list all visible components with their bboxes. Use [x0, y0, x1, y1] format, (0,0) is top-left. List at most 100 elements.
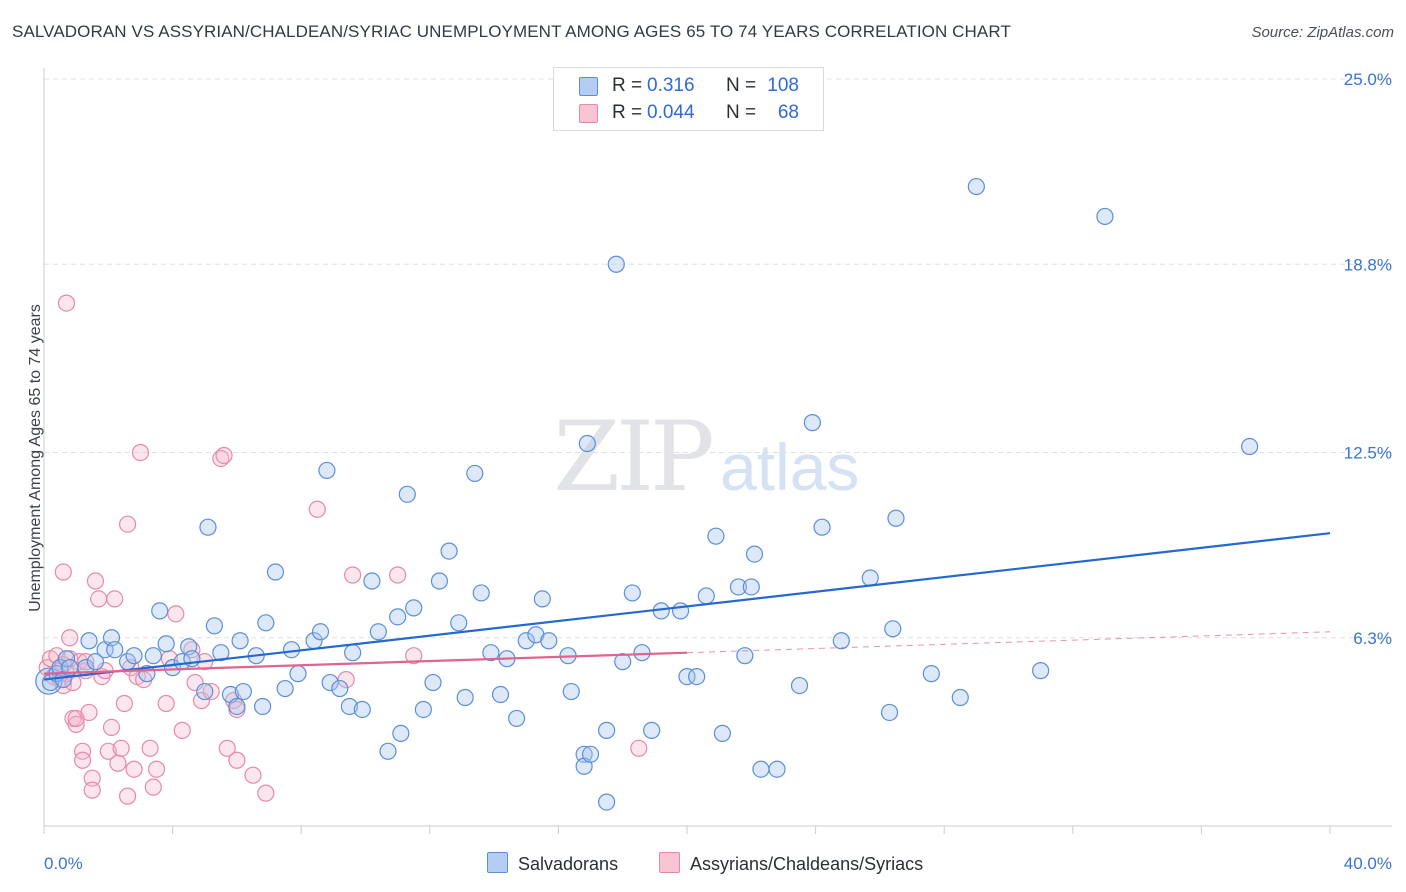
data-point-salvadorans — [581, 745, 600, 763]
legend-item-salvadorans[interactable]: Salvadorans — [487, 852, 618, 876]
legend-label-salvadorans: Salvadorans — [518, 854, 619, 874]
legend-r-value: 0.316 — [647, 75, 695, 96]
data-point-salvadorans — [363, 572, 381, 590]
data-point-salvadorans — [228, 697, 246, 716]
data-point-assyrians — [257, 784, 275, 802]
data-point-assyrians — [212, 449, 230, 468]
trend-line-salvadorans — [43, 532, 1331, 681]
data-point-assyrians — [57, 294, 76, 312]
data-point-assyrians — [125, 760, 143, 778]
series-assyrians-points — [38, 294, 648, 805]
data-point-salvadorans — [276, 679, 294, 698]
legend-swatch-blue — [579, 77, 598, 96]
data-point-salvadorans — [331, 679, 349, 698]
data-point-assyrians — [630, 739, 648, 757]
data-point-salvadorans — [257, 614, 275, 632]
data-point-salvadorans — [803, 414, 821, 432]
data-point-assyrians — [106, 590, 124, 608]
data-point-salvadorans — [205, 617, 223, 635]
data-point-assyrians — [99, 742, 117, 760]
legend-n-value: 68 — [777, 102, 799, 123]
series-legend: Salvadorans Assyrians/Chaldeans/Syriacs — [0, 852, 1406, 876]
data-point-assyrians — [86, 572, 105, 590]
correlation-legend: R = 0.316 N = 108 R = 0.044 N = 68 — [553, 67, 824, 131]
data-point-salvadorans — [157, 635, 175, 653]
data-point-salvadorans — [1096, 207, 1114, 226]
data-point-salvadorans — [199, 518, 217, 536]
data-point-assyrians — [141, 739, 159, 757]
data-point-salvadorans — [318, 461, 336, 480]
data-point-salvadorans — [440, 542, 458, 560]
data-point-salvadorans — [254, 697, 272, 716]
data-point-salvadorans — [752, 760, 770, 778]
data-point-salvadorans — [575, 745, 593, 763]
chart-title: SALVADORAN VS ASSYRIAN/CHALDEAN/SYRIAC U… — [12, 22, 1011, 41]
data-point-salvadorans — [344, 644, 362, 662]
data-point-salvadorans — [768, 760, 786, 778]
data-point-salvadorans — [688, 667, 706, 686]
data-point-salvadorans — [922, 665, 940, 683]
legend-item-assyrians[interactable]: Assyrians/Chaldeans/Syriacs — [659, 852, 923, 876]
data-point-salvadorans — [450, 614, 468, 632]
data-point-salvadorans — [607, 255, 625, 273]
data-point-salvadorans — [951, 688, 969, 707]
data-point-salvadorans — [151, 602, 169, 620]
data-point-assyrians — [183, 641, 201, 659]
data-point-assyrians — [218, 739, 236, 757]
watermark-zip: ZIP — [553, 401, 712, 513]
data-point-salvadorans — [623, 584, 641, 602]
data-point-salvadorans — [578, 434, 596, 453]
y-tick-label: 6.3% — [1353, 629, 1392, 648]
data-point-salvadorans — [508, 709, 526, 728]
data-point-salvadorans — [742, 578, 760, 596]
series-salvadorans-points — [35, 177, 1259, 811]
data-point-salvadorans — [80, 632, 98, 650]
data-point-salvadorans — [1032, 662, 1050, 680]
trend-extension-assyrians — [686, 631, 1331, 654]
data-point-salvadorans — [353, 700, 371, 719]
data-point-salvadorans — [340, 697, 359, 716]
y-tick-label: 12.5% — [1344, 444, 1392, 463]
data-point-salvadorans — [517, 632, 535, 650]
legend-n-label: N = — [726, 102, 757, 123]
legend-row-assyrians: R = 0.044 N = 68 — [554, 100, 823, 126]
data-point-salvadorans — [196, 682, 214, 701]
data-point-assyrians — [118, 787, 137, 805]
data-point-assyrians — [118, 515, 137, 533]
data-point-salvadorans — [643, 721, 661, 739]
data-point-assyrians — [102, 718, 121, 736]
data-point-salvadorans — [678, 667, 696, 686]
data-point-salvadorans — [736, 647, 754, 665]
data-point-assyrians — [144, 778, 162, 796]
data-point-salvadorans — [790, 676, 809, 695]
tick-labels: 6.3% 12.5% 18.8% 25.0% 0.0% 40.0% — [44, 70, 1392, 873]
data-point-assyrians — [90, 590, 108, 608]
data-point-salvadorans — [707, 527, 725, 545]
watermark-atlas: atlas — [720, 430, 859, 504]
trend-line-assyrians — [43, 651, 688, 675]
data-point-salvadorans — [832, 632, 850, 650]
data-point-salvadorans — [106, 641, 124, 659]
data-point-assyrians — [131, 443, 150, 462]
data-point-salvadorans — [614, 653, 632, 671]
data-point-salvadorans — [491, 685, 510, 704]
data-point-salvadorans — [57, 650, 76, 668]
data-point-salvadorans — [125, 647, 143, 665]
data-point-assyrians — [54, 563, 72, 581]
data-point-assyrians — [405, 647, 423, 665]
data-point-salvadorans — [884, 620, 902, 638]
data-point-salvadorans — [671, 602, 690, 620]
data-point-salvadorans — [887, 509, 905, 527]
trend-lines — [43, 532, 1331, 681]
data-point-salvadorans — [398, 485, 416, 503]
data-point-assyrians — [83, 769, 101, 787]
data-point-assyrians — [147, 760, 166, 778]
data-point-assyrians — [308, 500, 326, 518]
data-point-assyrians — [112, 739, 130, 757]
data-point-salvadorans — [414, 700, 432, 719]
data-point-salvadorans — [231, 632, 249, 650]
y-tick-label: 18.8% — [1344, 255, 1392, 274]
data-point-assyrians — [115, 694, 133, 713]
data-point-assyrians — [77, 653, 95, 671]
x-tick-label: 0.0% — [44, 854, 83, 873]
